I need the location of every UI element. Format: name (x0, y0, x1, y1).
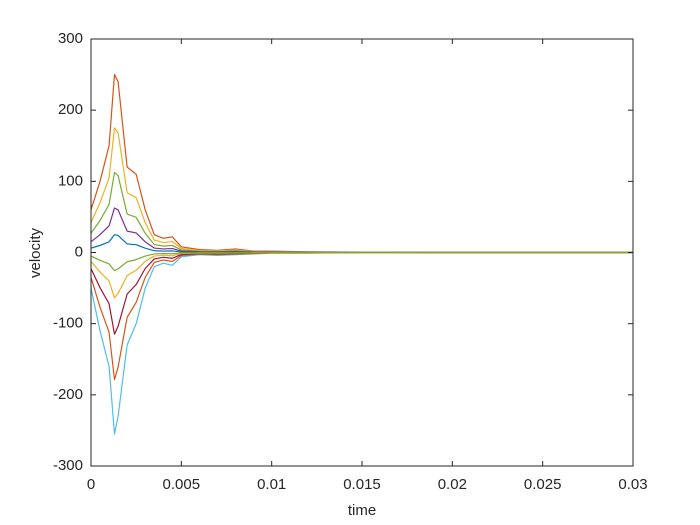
y-tick-label: 100 (58, 172, 83, 189)
y-tick-label: -100 (53, 315, 83, 332)
y-tick-label: 0 (75, 243, 83, 260)
y-tick-label: 300 (58, 30, 83, 47)
y-tick-label: -300 (53, 457, 83, 474)
x-axis-label: time (348, 502, 376, 519)
y-tick-label: 200 (58, 101, 83, 118)
y-tick-label: -200 (53, 386, 83, 403)
x-tick-label: 0.005 (163, 476, 201, 493)
y-axis-label: velocity (27, 227, 44, 278)
series-line (90, 251, 633, 272)
x-tick-label: 0.03 (618, 476, 647, 493)
x-tick-label: 0.01 (257, 476, 286, 493)
x-tick-label: 0.02 (438, 476, 467, 493)
plot-area (90, 73, 633, 435)
x-tick-label: 0.015 (343, 476, 381, 493)
x-tick-label: 0 (87, 476, 95, 493)
x-tick-label: 0.025 (524, 476, 562, 493)
